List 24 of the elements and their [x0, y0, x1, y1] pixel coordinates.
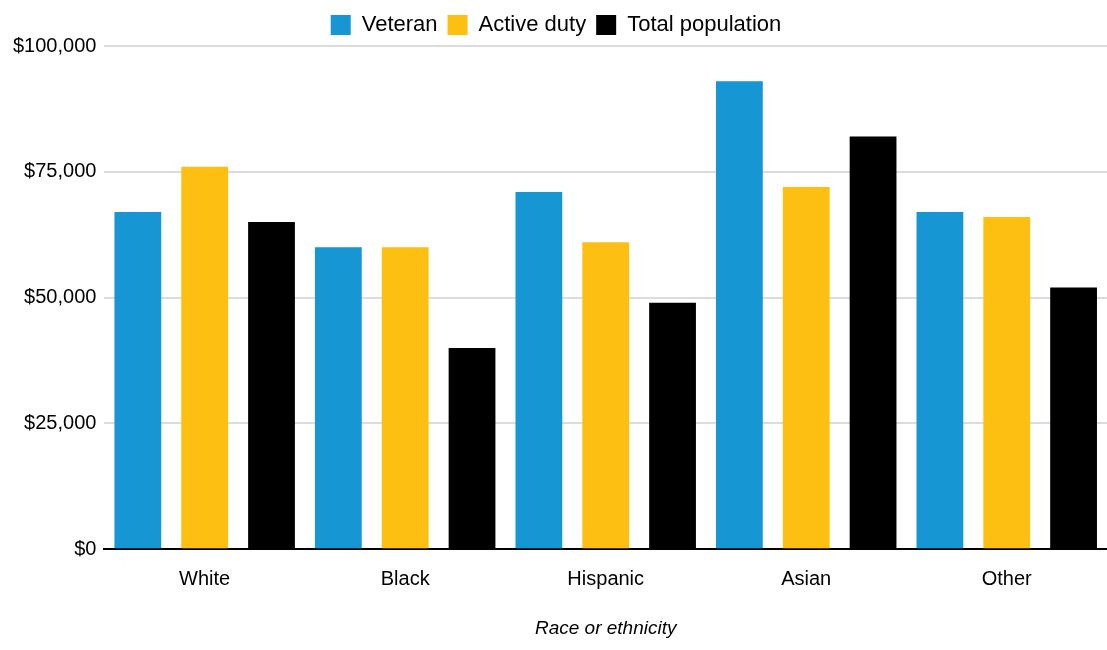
x-tick-label: White [179, 566, 231, 589]
x-tick-label: Hispanic [567, 566, 645, 589]
x-axis-title: Race or ethnicity [534, 616, 678, 638]
bar [314, 247, 362, 549]
legend-label: Total population [627, 11, 782, 37]
x-tick-label: Other [981, 566, 1033, 589]
bar [114, 212, 162, 549]
bar [782, 186, 830, 549]
legend-label: Active duty [478, 11, 587, 37]
bar [181, 166, 229, 549]
bar [983, 217, 1031, 549]
x-tick-label: Black [380, 566, 431, 589]
bar [582, 242, 630, 549]
x-tick-label: Asian [781, 566, 832, 589]
y-tick-label: $75,000 [24, 159, 97, 182]
y-tick-label: $25,000 [24, 410, 97, 433]
legend-label: Veteran [361, 11, 438, 37]
bar [916, 212, 964, 549]
bar [381, 247, 429, 549]
bar [715, 81, 763, 549]
y-tick-label: $100,000 [13, 33, 97, 56]
y-tick-label: $0 [74, 536, 97, 559]
bar [515, 191, 563, 549]
y-tick-label: $50,000 [24, 285, 97, 308]
